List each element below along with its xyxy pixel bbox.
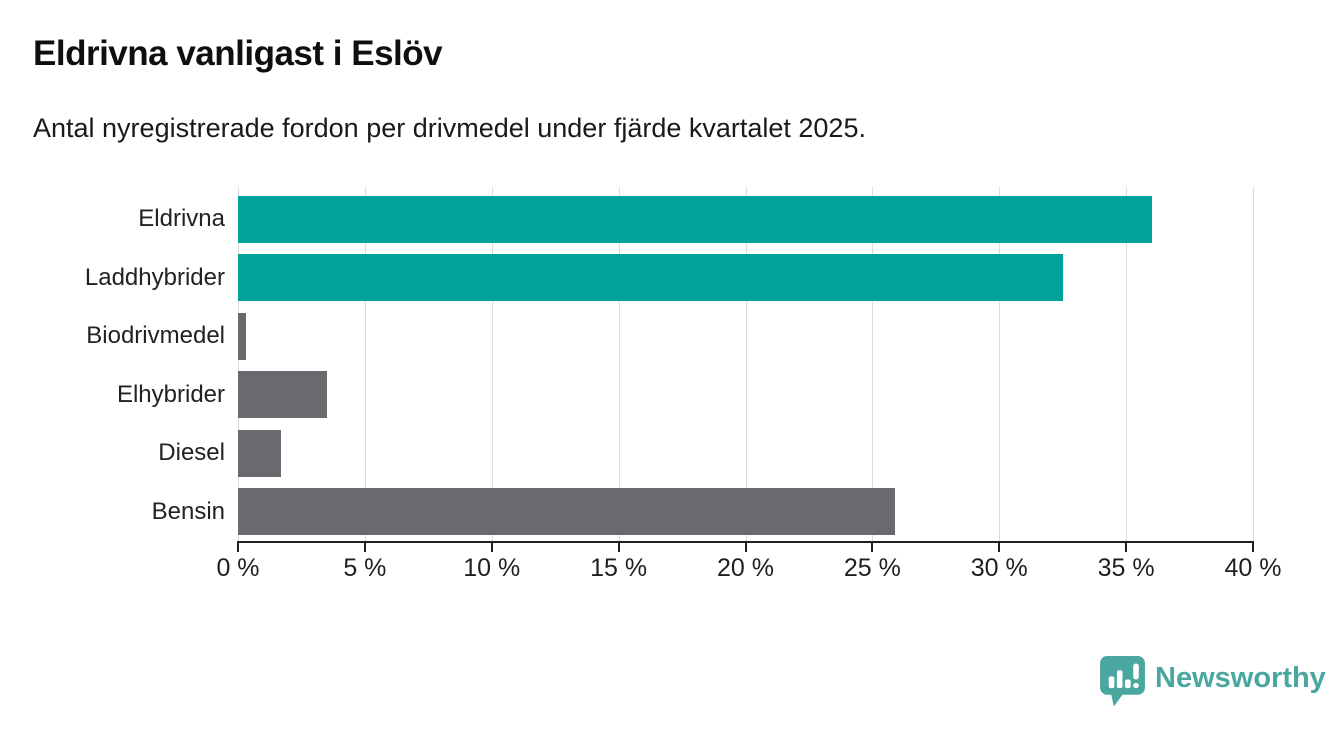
x-axis-tick-label: 10 % (463, 554, 521, 582)
gridline (1253, 187, 1254, 541)
gridline (872, 187, 874, 541)
x-axis-tick-label: 40 % (1224, 554, 1282, 582)
x-axis-tick-label: 0 % (216, 554, 260, 582)
category-label: Eldrivna (138, 205, 225, 233)
x-axis-tick (237, 543, 239, 552)
gridline (491, 187, 493, 541)
x-axis-line (237, 541, 1254, 543)
x-axis-tick (490, 543, 493, 552)
newsworthy-logo: Newsworthy (1100, 656, 1326, 707)
newsworthy-pin-icon (1100, 656, 1145, 707)
category-label: Diesel (158, 439, 225, 467)
category-label-row: Eldrivna (0, 190, 225, 249)
x-axis-tick (744, 543, 747, 552)
bar-eldrivna (238, 195, 1152, 243)
chart-title: Eldrivna vanligast i Eslöv (33, 34, 443, 73)
bar-bensin (238, 488, 896, 536)
gridline (618, 187, 620, 541)
x-axis-tick (617, 543, 620, 552)
chart-subtitle: Antal nyregistrerade fordon per drivmede… (33, 113, 866, 143)
category-axis: Eldrivna Laddhybrider Biodrivmedel Elhybrid… (0, 190, 225, 541)
gridline (364, 187, 366, 541)
category-label-row: Diesel (0, 424, 225, 483)
bar-elhybrider (238, 371, 327, 419)
newsworthy-wordmark: Newsworthy (1155, 662, 1326, 694)
x-axis-tick-label: 35 % (1097, 554, 1155, 582)
bar-biodrivmedel (238, 312, 246, 360)
x-axis-tick-label: 30 % (970, 554, 1028, 582)
x-axis-tick (1252, 543, 1254, 552)
plot-area (238, 187, 1254, 541)
category-label: Elhybrider (116, 380, 225, 408)
x-axis-tick-label: 5 % (343, 554, 387, 582)
x-axis-tick-label: 15 % (590, 554, 648, 582)
x-axis-tick (363, 543, 366, 552)
x-axis-tick-label: 25 % (843, 554, 901, 582)
category-label-row: Elhybrider (0, 366, 225, 425)
gridline (745, 187, 747, 541)
gridline (1126, 187, 1128, 541)
gridline (238, 187, 239, 541)
x-axis-tick (871, 543, 874, 552)
category-label: Bensin (151, 497, 225, 525)
x-axis-tick (998, 543, 1001, 552)
x-axis-tick-label: 20 % (717, 554, 774, 582)
category-label: Laddhybrider (84, 263, 225, 291)
bar-laddhybrider (238, 254, 1063, 302)
category-label: Biodrivmedel (86, 322, 225, 350)
x-axis-tick (1125, 543, 1128, 552)
bar-diesel (238, 429, 282, 477)
category-label-row: Biodrivmedel (0, 307, 225, 366)
gridline (999, 187, 1001, 541)
category-label-row: Bensin (0, 483, 225, 542)
category-label-row: Laddhybrider (0, 249, 225, 308)
